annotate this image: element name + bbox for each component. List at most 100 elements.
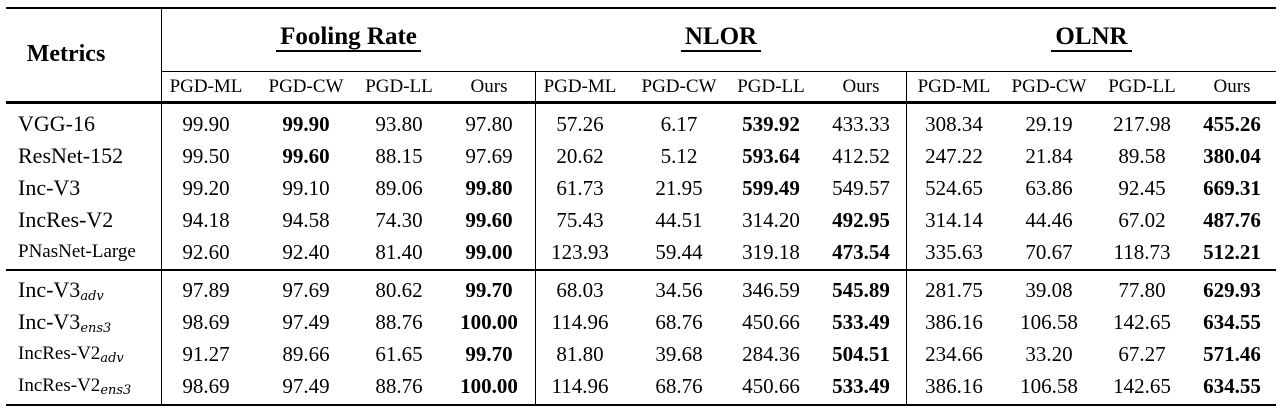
metrics-header: Metrics [26,41,106,67]
table-cell: 549.57 [832,176,890,200]
table-cell: 487.76 [1203,208,1261,232]
table-cell: 346.59 [742,278,800,302]
table-cell: 92.60 [182,240,230,264]
table-cell: 68.76 [655,374,703,398]
table-cell: 217.98 [1113,112,1171,136]
table-cell: 524.65 [925,176,983,200]
table-cell: 99.60 [282,144,330,168]
model-name: Inc-V3 [18,277,81,302]
table-cell: 44.46 [1025,208,1073,232]
row-label: Inc-V3adv [18,274,104,306]
table-cell: 533.49 [832,374,890,398]
row-label: Inc-V3ens3 [18,306,111,338]
table-cell: 74.30 [375,208,423,232]
table-cell: 97.80 [465,112,513,136]
table-cell: 34.56 [655,278,703,302]
header-rule [6,101,1276,104]
model-name: IncRes-V2 [18,343,101,364]
group-header-fooling-rate: Fooling Rate [162,21,535,53]
table-cell: 504.51 [832,342,890,366]
table-cell: 99.00 [465,240,513,264]
table-cell: 571.46 [1203,342,1261,366]
group-label: NLOR [680,23,762,52]
table-cell: 80.62 [375,278,423,302]
table-cell: 284.36 [742,342,800,366]
model-name: IncRes-V2 [18,375,101,396]
table-cell: 629.93 [1203,278,1261,302]
table-cell: 450.66 [742,374,800,398]
model-subscript: adv [100,351,124,366]
method-header-pgd-ll: PGD-LL [737,76,805,97]
method-header-pgd-ll: PGD-LL [365,76,433,97]
table-cell: 512.21 [1203,240,1261,264]
table-cell: 142.65 [1113,374,1171,398]
table-cell: 335.63 [925,240,983,264]
table-cell: 68.76 [655,310,703,334]
table-cell: 97.49 [282,374,330,398]
col-divider-fooling [535,71,536,405]
table-cell: 142.65 [1113,310,1171,334]
model-name: ResNet-152 [18,143,124,168]
table-cell: 88.15 [375,144,423,168]
table-cell: 61.73 [556,176,604,200]
bottom-rule [6,404,1276,406]
table-cell: 539.92 [742,112,800,136]
table-cell: 247.22 [925,144,983,168]
method-header-pgd-cw: PGD-CW [641,76,717,97]
group-header-olnr: OLNR [907,21,1276,53]
table-cell: 473.54 [832,240,890,264]
model-subscript: ens3 [80,321,112,336]
model-name: Inc-V3 [18,175,81,200]
table-cell: 39.68 [655,342,703,366]
method-header-ours: Ours [470,76,508,97]
table-cell: 67.02 [1118,208,1166,232]
table-cell: 59.44 [655,240,703,264]
model-subscript: adv [80,289,104,304]
table-cell: 92.40 [282,240,330,264]
table-cell: 99.60 [465,208,513,232]
table-cell: 6.17 [660,112,698,136]
table-cell: 99.10 [282,176,330,200]
table-cell: 123.93 [551,240,609,264]
subheader-rule [162,71,1276,72]
row-label: IncRes-V2ens3 [18,370,131,402]
table-cell: 634.55 [1203,374,1261,398]
method-header-ours: Ours [842,76,880,97]
model-name: VGG-16 [18,111,95,136]
table-cell: 70.67 [1025,240,1073,264]
table-cell: 99.90 [182,112,230,136]
table-cell: 97.49 [282,310,330,334]
table-cell: 234.66 [925,342,983,366]
group-label: OLNR [1051,23,1132,52]
method-header-pgd-ml: PGD-ML [917,76,991,97]
table-cell: 386.16 [925,374,983,398]
table-cell: 380.04 [1203,144,1261,168]
table-cell: 106.58 [1020,374,1078,398]
table-cell: 21.84 [1025,144,1073,168]
group-label: Fooling Rate [276,23,421,52]
table-cell: 33.20 [1025,342,1073,366]
col-divider-metrics [161,8,162,405]
row-label: Inc-V3 [18,172,80,204]
table-cell: 634.55 [1203,310,1261,334]
table-cell: 99.50 [182,144,230,168]
table-cell: 118.73 [1113,240,1171,264]
method-header-pgd-cw: PGD-CW [268,76,344,97]
row-label: PNasNet-Large [18,236,136,268]
table-cell: 100.00 [460,310,518,334]
table-cell: 412.52 [832,144,890,168]
table-cell: 114.96 [551,310,609,334]
table-cell: 5.12 [660,144,698,168]
table-cell: 29.19 [1025,112,1073,136]
table-cell: 433.33 [832,112,890,136]
table-cell: 88.76 [375,374,423,398]
col-divider-nlor [906,71,907,405]
table-cell: 75.43 [556,208,604,232]
table-cell: 98.69 [182,310,230,334]
table-cell: 89.58 [1118,144,1166,168]
table-cell: 77.80 [1118,278,1166,302]
row-label: VGG-16 [18,108,95,140]
table-cell: 63.86 [1025,176,1073,200]
table-cell: 97.89 [182,278,230,302]
table-cell: 91.27 [182,342,230,366]
